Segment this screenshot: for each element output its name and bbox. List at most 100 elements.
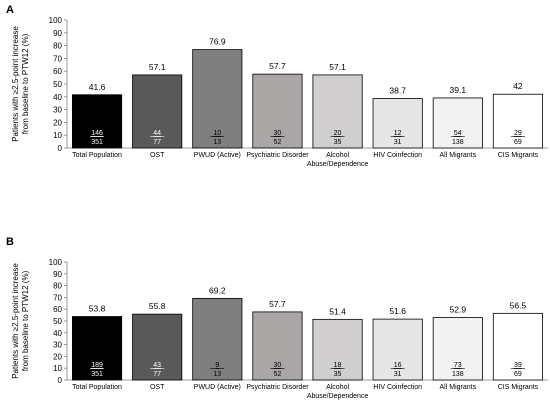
chart-a-value-label: 38.7 <box>389 85 406 95</box>
chart-b-value-label: 51.6 <box>389 306 406 316</box>
chart-b-y-tick-label: 40 <box>53 329 62 338</box>
chart-b-denominator: 77 <box>153 371 161 378</box>
chart-b-y-tick-label: 0 <box>58 376 63 385</box>
chart-b-category-label: Alcohol <box>326 384 349 391</box>
chart-b-category-label: OST <box>150 384 165 391</box>
chart-b-value-label: 69.2 <box>209 285 226 295</box>
chart-a-y-tick-label: 60 <box>53 67 62 76</box>
chart-a-category-label: Psychiatric Disorder <box>246 152 309 159</box>
chart-b-y-tick-label: 100 <box>49 258 63 267</box>
chart-b-value-label: 52.9 <box>450 305 467 315</box>
chart-a-numerator: 12 <box>394 130 402 137</box>
chart-b-bar <box>372 318 423 381</box>
chart-a-bar <box>432 97 483 149</box>
chart-b-value-label: 51.4 <box>329 306 346 316</box>
chart-b-y-tick-label: 30 <box>53 341 62 350</box>
chart-b-category-label: PWUD (Active) <box>194 384 241 391</box>
chart-a-value-label: 39.1 <box>450 85 467 95</box>
chart-a-numerator: 10 <box>213 130 221 137</box>
chart-a-numerator: 146 <box>91 130 103 137</box>
chart-b-y-tick-label: 90 <box>53 270 62 279</box>
chart-a-bar <box>312 74 363 149</box>
panel-label-b: B <box>6 236 14 248</box>
chart-a-category-label: Abuse/Dependence <box>307 161 369 168</box>
panel-label-a: A <box>6 4 14 16</box>
chart-a-category-label: CIS Migrants <box>498 152 539 159</box>
chart-b-bar <box>312 318 363 381</box>
chart-a-y-tick-label: 50 <box>53 80 62 89</box>
chart-b-bar <box>492 312 543 381</box>
chart-b-bar <box>192 297 243 381</box>
chart-b-category-label: All Migrants <box>440 384 477 391</box>
chart-b-y-tick-label: 50 <box>53 317 62 326</box>
chart-a-category-label: All Migrants <box>440 152 477 159</box>
chart-b-value-label: 56.5 <box>510 300 527 310</box>
chart-a-denominator: 31 <box>394 139 402 146</box>
chart-b-denominator: 35 <box>334 371 342 378</box>
chart-a-value-label: 57.1 <box>329 62 346 72</box>
chart-a-y-tick-label: 20 <box>53 118 62 127</box>
chart-a-y-tick-label: 70 <box>53 54 62 63</box>
chart-a-bar <box>192 49 243 149</box>
chart-b-y-tick-label: 10 <box>53 364 62 373</box>
chart-b-numerator: 9 <box>215 362 219 369</box>
chart-b-y-axis-title: Patients with ≥2.5-point increasefrom ba… <box>11 263 30 379</box>
chart-a-y-tick-label: 40 <box>53 93 62 102</box>
chart-a-numerator: 30 <box>274 130 282 137</box>
chart-a-value-label: 42 <box>513 81 523 91</box>
chart-b-bar <box>432 317 483 381</box>
chart-b-denominator: 69 <box>514 371 522 378</box>
chart-a-numerator: 54 <box>454 130 462 137</box>
chart-b-y-tick-label: 20 <box>53 352 62 361</box>
chart-b-category-label: Psychiatric Disorder <box>246 384 309 391</box>
chart-b-y-tick-label: 70 <box>53 293 62 302</box>
chart-a-value-label: 76.9 <box>209 37 226 47</box>
chart-a-denominator: 13 <box>213 139 221 146</box>
chart-a-bar <box>132 74 183 149</box>
chart-b-denominator: 138 <box>452 371 464 378</box>
chart-b-category-label: Abuse/Dependence <box>307 393 369 400</box>
chart-b-denominator: 351 <box>91 371 103 378</box>
chart-b-numerator: 73 <box>454 362 462 369</box>
chart-a-category-label: Alcohol <box>326 152 349 159</box>
chart-a-y-axis-title: Patients with ≥2.5-point increasefrom ba… <box>11 26 30 142</box>
chart-b-numerator: 189 <box>91 362 103 369</box>
chart-a-numerator: 20 <box>334 130 342 137</box>
chart-a-bar <box>492 93 543 149</box>
chart-b-value-label: 53.8 <box>89 304 106 314</box>
chart-b-numerator: 18 <box>334 362 342 369</box>
chart-a-category-label: PWUD (Active) <box>194 152 241 159</box>
chart-a-value-label: 57.7 <box>269 61 286 71</box>
chart-b-y-tick-label: 80 <box>53 282 62 291</box>
chart-a-y-tick-label: 100 <box>49 16 63 25</box>
chart-a-bar <box>372 98 423 149</box>
chart-a-category-label: OST <box>150 152 165 159</box>
chart-a-denominator: 77 <box>153 139 161 146</box>
chart-a-numerator: 44 <box>153 130 161 137</box>
chart-b-numerator: 16 <box>394 362 402 369</box>
chart-b-bar <box>252 311 303 381</box>
chart-a-y-tick-label: 10 <box>53 131 62 140</box>
chart-a-denominator: 52 <box>274 139 282 146</box>
chart-a-denominator: 138 <box>452 139 464 146</box>
chart-a-y-tick-label: 0 <box>58 144 63 153</box>
chart-b-bar <box>132 313 183 381</box>
chart-a-y-tick-label: 30 <box>53 106 62 115</box>
chart-b-denominator: 31 <box>394 371 402 378</box>
chart-a-numerator: 29 <box>514 130 522 137</box>
chart-a-denominator: 69 <box>514 139 522 146</box>
chart-b-denominator: 52 <box>274 371 282 378</box>
chart-a-y-tick-label: 90 <box>53 29 62 38</box>
chart-a-value-label: 57.1 <box>149 62 166 72</box>
chart-a-bar <box>252 73 303 149</box>
chart-b-numerator: 39 <box>514 362 522 369</box>
chart-b-category-label: HIV Coinfection <box>373 384 422 391</box>
chart-b-category-label: Total Population <box>72 384 122 391</box>
chart-a-category-label: Total Population <box>72 152 122 159</box>
chart-a-denominator: 351 <box>91 139 103 146</box>
chart-b-value-label: 57.7 <box>269 299 286 309</box>
chart-a-category-label: HIV Coinfection <box>373 152 422 159</box>
chart-b-category-label: CIS Migrants <box>498 384 539 391</box>
chart-b-y-tick-label: 60 <box>53 305 62 314</box>
